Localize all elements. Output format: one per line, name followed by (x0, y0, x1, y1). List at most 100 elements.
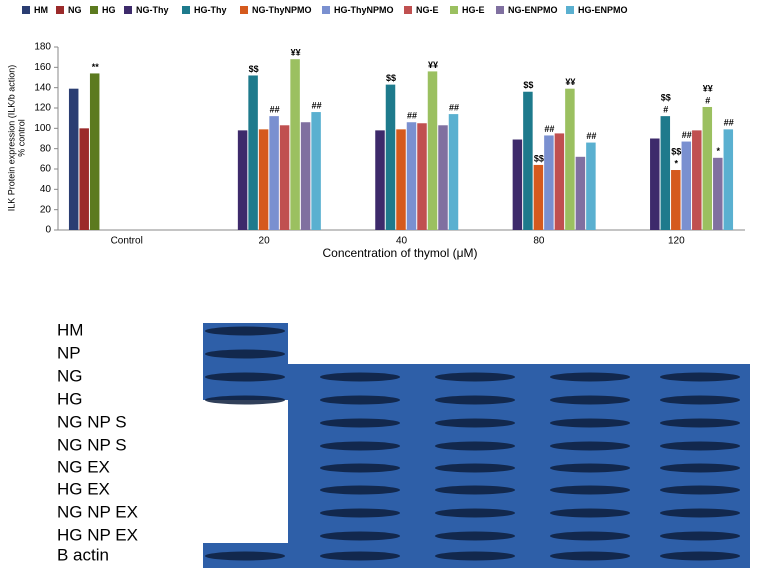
blot-label: HG (57, 389, 83, 408)
bar (544, 135, 554, 230)
blot-band (660, 485, 740, 495)
annotation: ## (724, 118, 734, 128)
annotation: * (717, 146, 721, 156)
blot-band (550, 531, 630, 541)
blot-band (435, 372, 515, 382)
y-tick-label: 160 (34, 62, 51, 73)
blot-band (205, 349, 285, 359)
blot-band (550, 372, 630, 382)
annotation: ## (270, 105, 280, 115)
bar (523, 91, 533, 230)
blot-band (320, 551, 400, 561)
blot-band (320, 372, 400, 382)
y-axis-title-line: ILK Protein expression (ILK/b action) (6, 65, 16, 212)
annotation: * (675, 158, 679, 168)
annotation: ¥¥ (291, 48, 301, 58)
bar (396, 129, 406, 230)
bar (650, 138, 660, 230)
x-tick-label: 120 (668, 236, 685, 247)
blot-band (435, 508, 515, 518)
legend-label: HG (102, 5, 116, 15)
bar (438, 125, 448, 230)
annotation: $$ (671, 146, 681, 156)
annotation: ## (682, 130, 692, 140)
y-tick-label: 180 (34, 42, 51, 53)
bar (290, 59, 300, 231)
legend-swatch (182, 6, 190, 14)
blot-band (435, 463, 515, 473)
annotation: # (663, 105, 668, 115)
legend-label: NG (68, 5, 82, 15)
legend-label: NG-ThyNPMO (252, 5, 312, 15)
bar (713, 157, 723, 230)
blot-bands (205, 326, 740, 561)
bar (723, 129, 734, 230)
blot-band (320, 441, 400, 451)
annotation: $$ (534, 153, 544, 163)
annotation: ¥¥ (428, 60, 438, 70)
bar (671, 170, 681, 230)
x-tick-label: Control (111, 236, 143, 247)
bar (660, 116, 671, 230)
bar (68, 88, 79, 230)
bar (512, 139, 523, 230)
blot-label: HG EX (57, 479, 110, 498)
annotation: ** (92, 62, 100, 72)
annotation: ## (544, 124, 554, 134)
x-tick-label: 20 (259, 236, 271, 247)
blot-label: NG EX (57, 457, 110, 476)
blot-band (435, 441, 515, 451)
y-tick-label: 140 (34, 82, 51, 93)
bar (448, 114, 459, 230)
blot-label: NG NP S (57, 412, 127, 431)
blot-band (320, 508, 400, 518)
bar (554, 133, 565, 230)
blot-band (660, 372, 740, 382)
blot-band (660, 441, 740, 451)
legend-swatch (404, 6, 412, 14)
blot-band (320, 395, 400, 405)
legend-label: HM (34, 5, 48, 15)
annotation: ## (586, 131, 596, 141)
legend-swatch (450, 6, 458, 14)
blot-label: NG (57, 366, 83, 385)
blot-label: HM (57, 320, 83, 339)
blot-band (205, 551, 285, 561)
blot-band (205, 395, 285, 405)
blot-label: NP (57, 343, 81, 362)
x-tick-label: 40 (396, 236, 408, 247)
bar (692, 130, 702, 230)
legend-label: HG-Thy (194, 5, 227, 15)
legend-swatch (240, 6, 248, 14)
bar (89, 73, 100, 230)
blot-label: NG NP S (57, 435, 127, 454)
blot-band (660, 508, 740, 518)
bar (427, 71, 438, 231)
blot-band (550, 441, 630, 451)
annotation: ## (407, 111, 417, 121)
y-tick-label: 20 (40, 204, 52, 215)
blot-band (320, 531, 400, 541)
annotation: $$ (661, 93, 671, 103)
y-tick-label: 60 (40, 164, 52, 175)
blot-band (435, 395, 515, 405)
y-tick-label: 120 (34, 103, 51, 114)
legend-swatch (124, 6, 132, 14)
blot-image (203, 323, 750, 568)
bar (258, 129, 269, 230)
blot-band (550, 485, 630, 495)
blot-band (205, 372, 285, 382)
bar (575, 156, 586, 230)
x-axis-title: Concentration of thymol (μM) (323, 246, 478, 260)
bar (681, 141, 692, 230)
bar (269, 116, 279, 230)
annotation: $$ (523, 80, 533, 90)
blot-label: HG NP EX (57, 525, 138, 544)
annotation: ¥¥ (703, 83, 713, 93)
blot-band (550, 463, 630, 473)
legend-label: HG-ThyNPMO (334, 5, 394, 15)
annotation: $$ (249, 64, 259, 74)
blot-band (435, 485, 515, 495)
blot-band (435, 531, 515, 541)
